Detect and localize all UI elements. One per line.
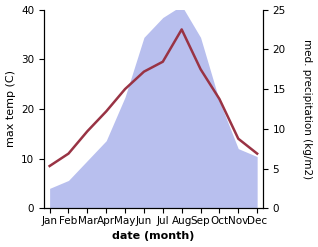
X-axis label: date (month): date (month) [112, 231, 195, 242]
Y-axis label: max temp (C): max temp (C) [5, 70, 16, 147]
Y-axis label: med. precipitation (kg/m2): med. precipitation (kg/m2) [302, 39, 313, 179]
